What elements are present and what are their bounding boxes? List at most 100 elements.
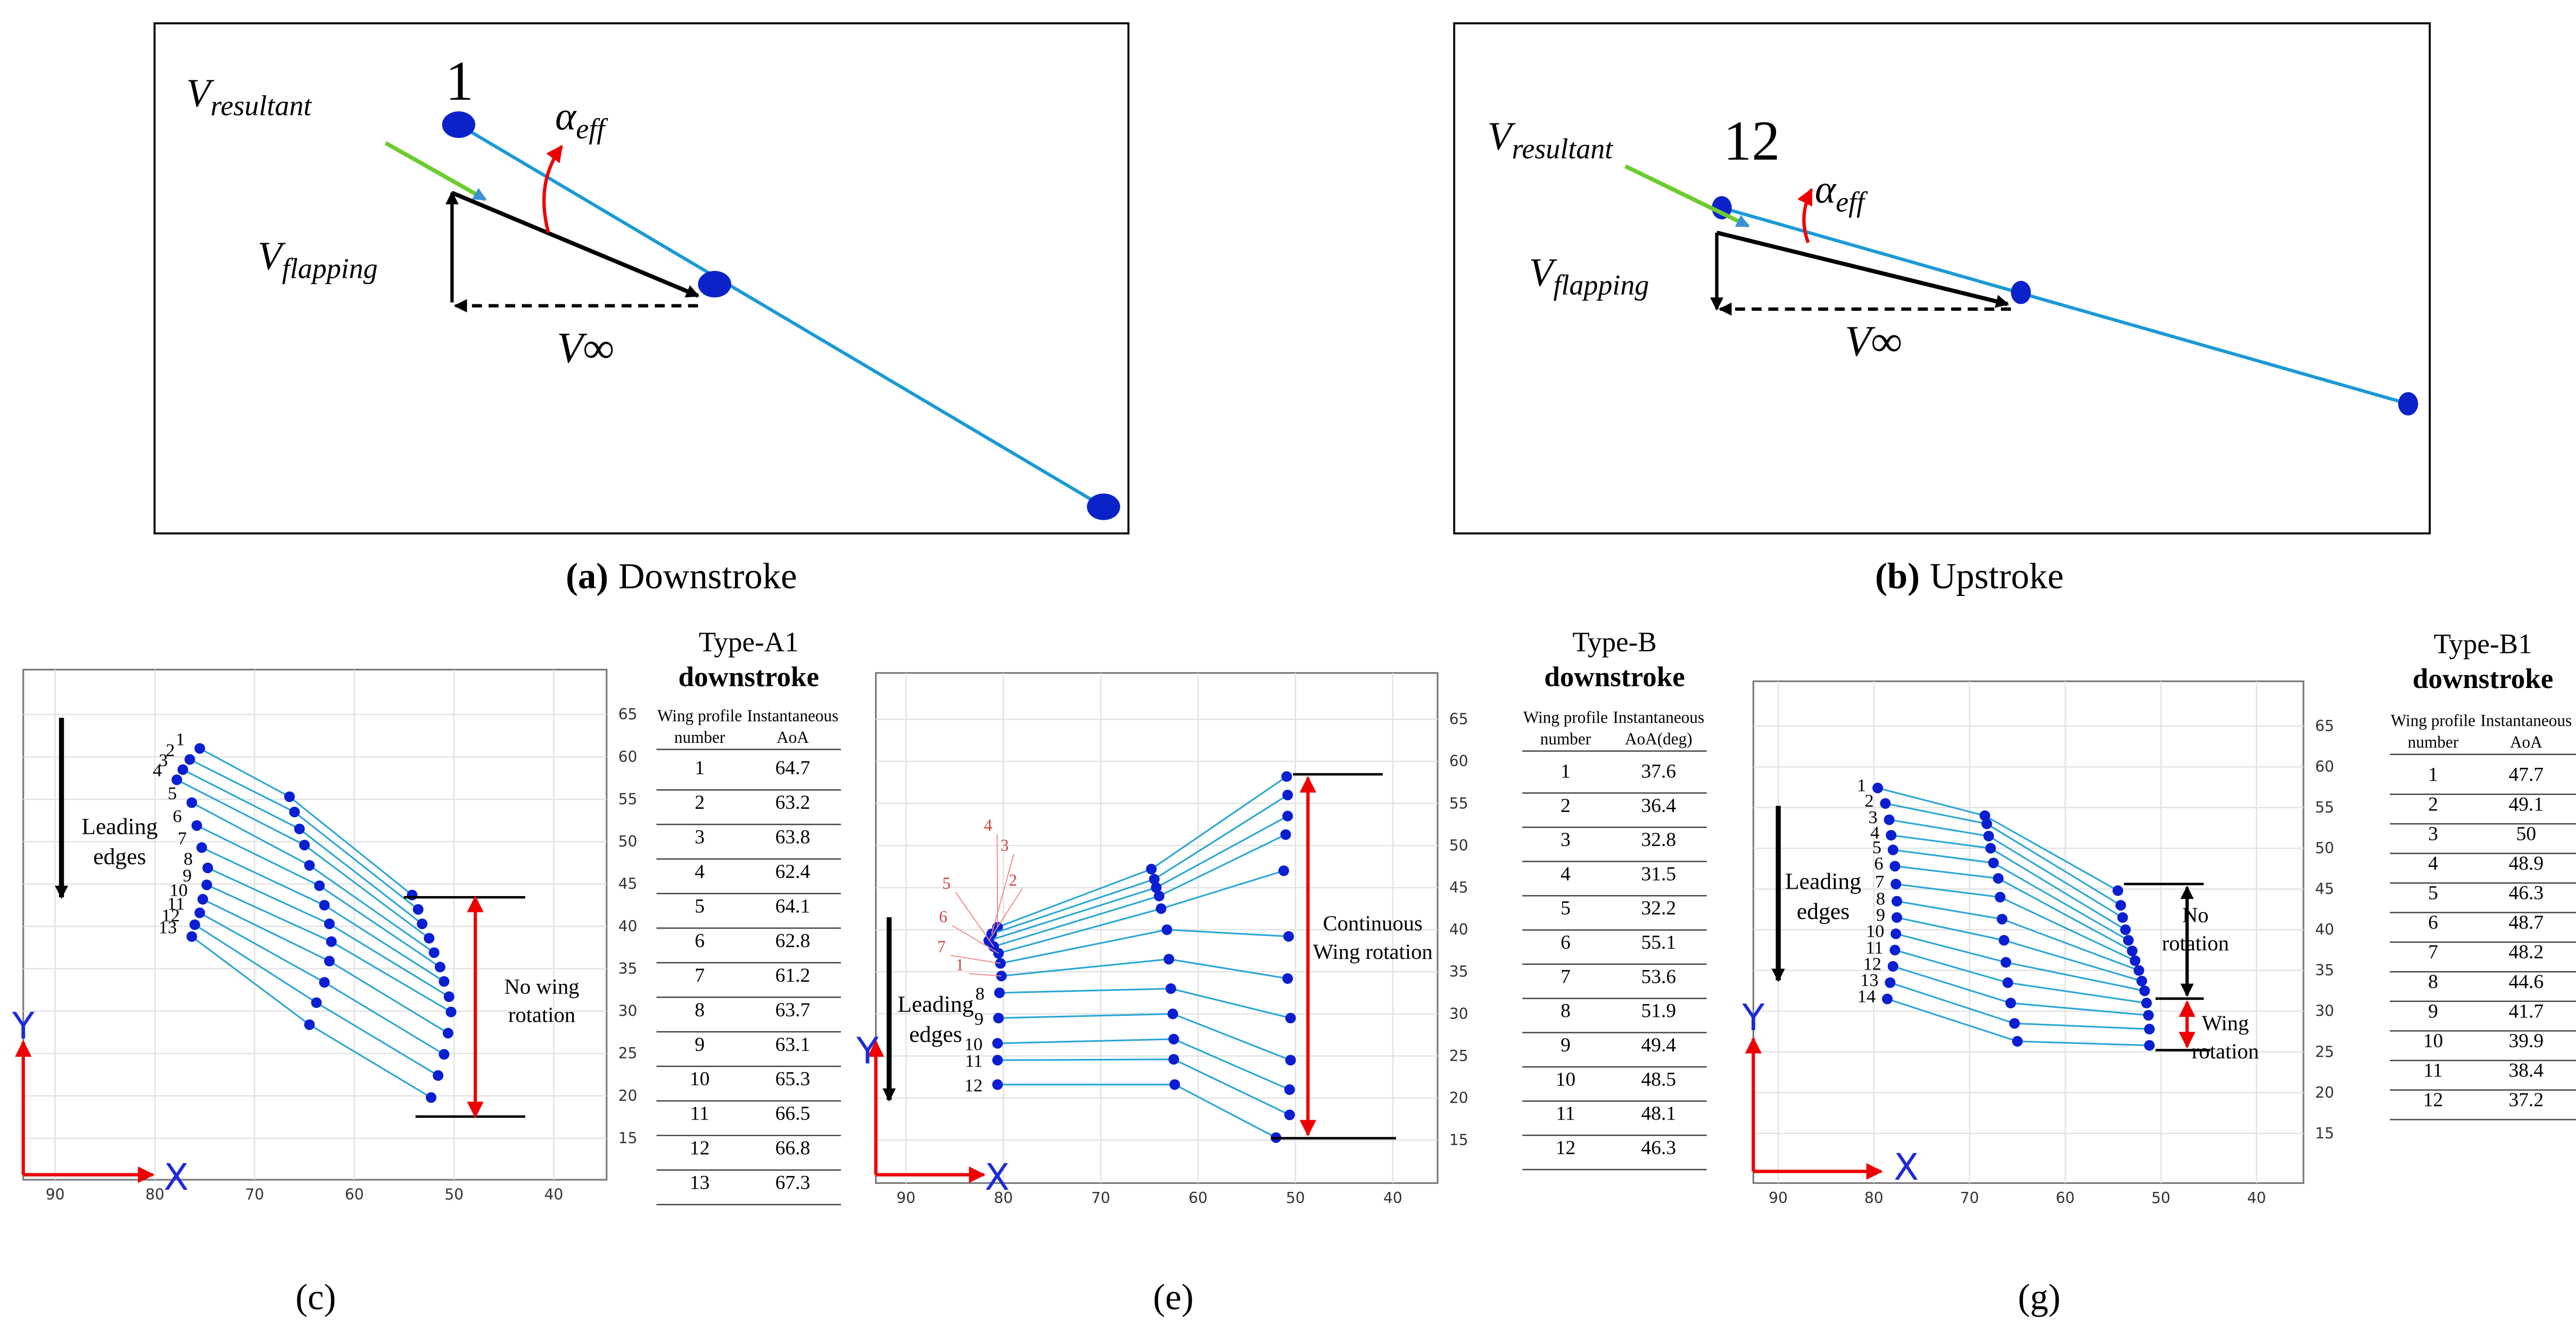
table-cell: 61.2 bbox=[775, 965, 811, 987]
wing-point bbox=[1087, 493, 1120, 520]
profile-point bbox=[1284, 1084, 1295, 1095]
profile-point bbox=[1981, 818, 1992, 830]
table-cell: 46.3 bbox=[1641, 1137, 1677, 1159]
profile-point bbox=[304, 860, 315, 871]
caption-text: Downstroke bbox=[618, 556, 797, 596]
wing-point bbox=[2398, 392, 2418, 416]
note: Continuous bbox=[1323, 911, 1423, 935]
table-cell: 3 bbox=[2428, 823, 2438, 845]
profile-label: 6 bbox=[939, 907, 947, 926]
table-cell: 64.1 bbox=[775, 896, 811, 917]
panel-frame bbox=[153, 22, 1130, 535]
table-cell: 37.2 bbox=[2509, 1089, 2544, 1111]
profile-point bbox=[319, 900, 330, 911]
profile-label: 1 bbox=[176, 729, 185, 749]
profile-label: 4 bbox=[153, 760, 162, 781]
profile-point bbox=[424, 933, 435, 944]
profile-point bbox=[2009, 1018, 2020, 1029]
plot-frame bbox=[1752, 680, 2305, 1184]
profile-point bbox=[191, 820, 202, 831]
profile-point bbox=[1281, 771, 1292, 782]
x-tick-label: 70 bbox=[1091, 1189, 1110, 1207]
profile-label: 10 bbox=[1866, 921, 1884, 941]
chord bbox=[458, 123, 1104, 509]
y-tick-label: 60 bbox=[2315, 758, 2334, 775]
x-tick-label: 80 bbox=[994, 1189, 1013, 1207]
table-title: Type-B1 bbox=[2434, 628, 2532, 659]
profile-point bbox=[1168, 1033, 1179, 1045]
leading-edges-label: Leading bbox=[81, 814, 158, 840]
profile-point bbox=[1891, 896, 1902, 907]
profile-point bbox=[1887, 844, 1898, 856]
profile-point bbox=[994, 987, 1005, 998]
wing-point bbox=[442, 111, 476, 138]
v-flapping-main: V bbox=[1529, 251, 1557, 295]
profile-point bbox=[439, 976, 450, 987]
y-axis-label: Y bbox=[12, 1005, 35, 1048]
leading-edges-label: Leading bbox=[897, 992, 973, 1017]
table-cell: 12 bbox=[690, 1138, 709, 1159]
table-cell: 5 bbox=[695, 896, 705, 917]
profile-point bbox=[289, 807, 300, 818]
profile-point bbox=[426, 1092, 436, 1103]
table-cell: 48.5 bbox=[1641, 1068, 1677, 1090]
profile-point bbox=[1881, 993, 1893, 1005]
profile-point bbox=[412, 904, 424, 915]
alpha-arc bbox=[542, 145, 563, 234]
profile-point bbox=[184, 754, 195, 765]
profile-point bbox=[445, 1006, 457, 1017]
x-tick-label: 80 bbox=[1864, 1189, 1884, 1207]
table-cell: 50 bbox=[2516, 823, 2536, 845]
leading-edges-label: edges bbox=[909, 1022, 962, 1047]
profile-label: 9 bbox=[975, 1009, 984, 1029]
caption-letter: (b) bbox=[1875, 556, 1920, 596]
table-cell: 63.1 bbox=[775, 1034, 811, 1056]
profile-label: 3 bbox=[159, 750, 168, 770]
y-tick-label: 30 bbox=[2315, 1002, 2334, 1020]
profile-point bbox=[434, 962, 445, 973]
profile-point bbox=[319, 977, 330, 988]
profile-point bbox=[304, 1019, 315, 1030]
table-cell: 5 bbox=[1561, 898, 1571, 919]
table-cell: 3 bbox=[695, 826, 705, 848]
note: rotation bbox=[508, 1002, 575, 1026]
table-cell: 2 bbox=[695, 792, 705, 814]
table-cell: 12 bbox=[1556, 1137, 1575, 1159]
profile-point bbox=[443, 991, 455, 1002]
table-cell: 49.1 bbox=[2509, 793, 2544, 815]
profile-label: 2 bbox=[1009, 871, 1017, 889]
y-tick-label: 15 bbox=[1449, 1131, 1468, 1149]
x-axis-label: X bbox=[163, 1156, 188, 1199]
table-cell: 11 bbox=[690, 1103, 709, 1125]
label-leader bbox=[988, 889, 1023, 941]
x-tick-label: 90 bbox=[896, 1189, 915, 1207]
table-cell: 12 bbox=[2423, 1089, 2443, 1111]
alpha-eff-sub: eff bbox=[576, 113, 608, 145]
profile-point bbox=[1169, 1079, 1180, 1090]
y-tick-label: 60 bbox=[618, 748, 638, 766]
table-cell: 65.3 bbox=[775, 1068, 811, 1090]
table-header: number bbox=[674, 728, 725, 747]
profile-label: 3 bbox=[1869, 807, 1878, 827]
v-resultant-sub: resultant bbox=[1512, 133, 1614, 165]
profile-point bbox=[1886, 830, 1897, 841]
profile-label: 3 bbox=[1001, 836, 1009, 855]
table-cell: 36.4 bbox=[1641, 795, 1677, 817]
profile-point bbox=[2123, 935, 2134, 946]
x-tick-label: 40 bbox=[2247, 1189, 2266, 1207]
y-axis-label: Y bbox=[1741, 997, 1765, 1039]
profile-label: 12 bbox=[162, 906, 180, 926]
y-tick-label: 15 bbox=[618, 1129, 638, 1147]
panel-frame bbox=[1453, 22, 2431, 535]
profile-point bbox=[2144, 1040, 2155, 1051]
table-title: Type-B bbox=[1572, 627, 1656, 658]
profile-label: 9 bbox=[1876, 905, 1885, 925]
y-tick-label: 15 bbox=[2315, 1124, 2334, 1142]
caption: (b) Upstroke bbox=[1875, 556, 2064, 596]
profile-point bbox=[1155, 903, 1167, 914]
profile-point bbox=[1889, 860, 1901, 872]
profile-point bbox=[171, 774, 183, 785]
y-tick-label: 25 bbox=[618, 1045, 638, 1062]
